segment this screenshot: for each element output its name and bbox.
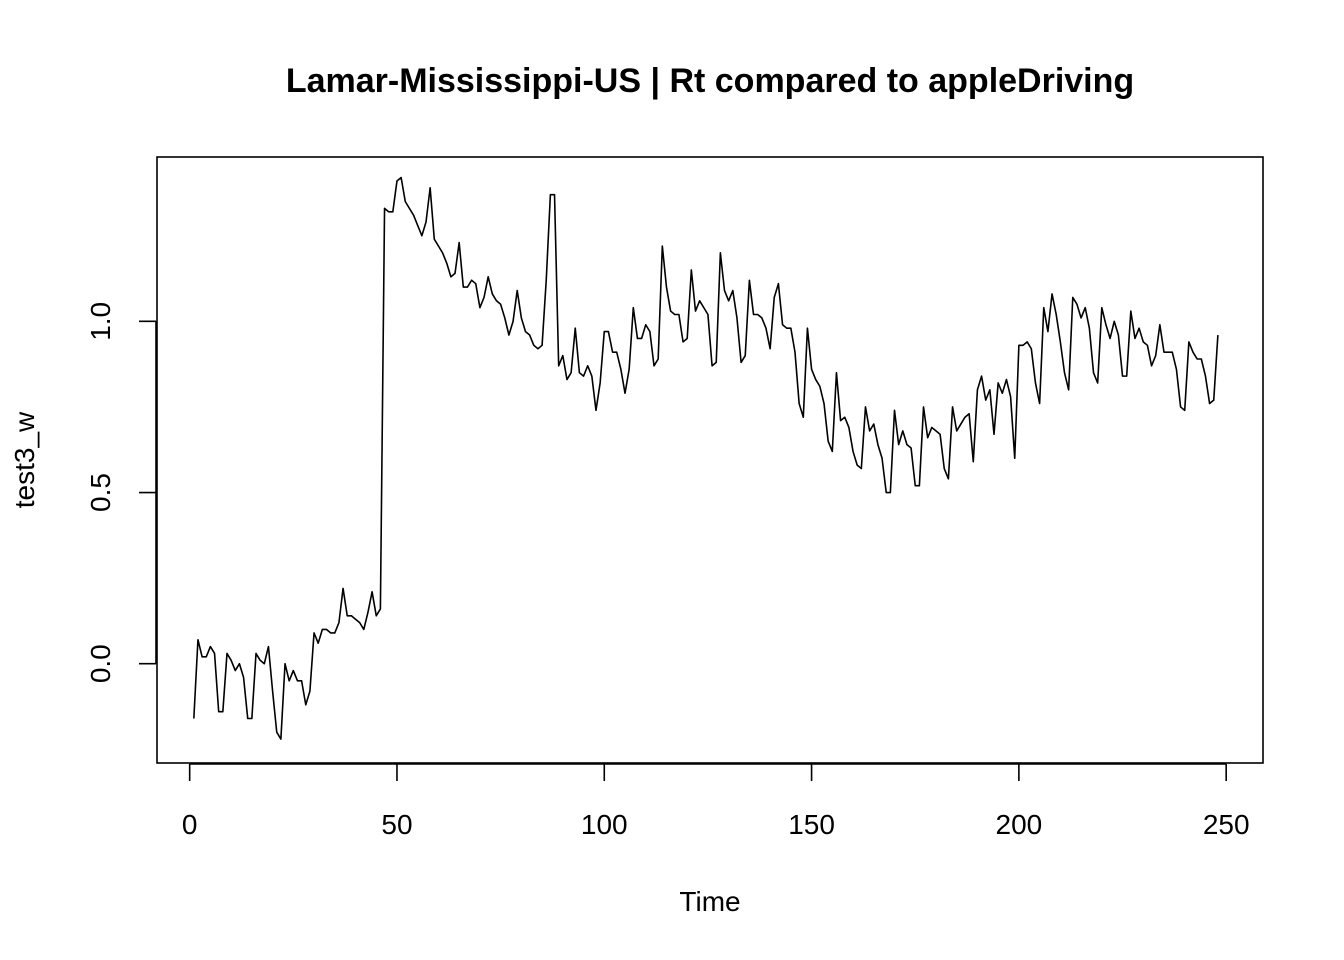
y-axis: 0.0 0.5 1.0 xyxy=(85,302,157,683)
x-tick-label: 250 xyxy=(1203,809,1250,840)
x-tick-label: 50 xyxy=(381,809,412,840)
y-tick-label: 0.5 xyxy=(85,473,116,512)
x-tick-label: 0 xyxy=(182,809,198,840)
x-tick-label: 200 xyxy=(996,809,1043,840)
plot-frame xyxy=(156,156,1264,764)
series-line xyxy=(193,176,1219,740)
x-tick-label: 100 xyxy=(581,809,628,840)
y-tick-label: 1.0 xyxy=(85,302,116,341)
x-axis-label: Time xyxy=(679,886,740,917)
chart-title: Lamar-Mississippi-US | Rt compared to ap… xyxy=(286,62,1134,100)
x-axis: 0 50 100 150 200 250 xyxy=(182,763,1250,840)
y-tick-label: 0.0 xyxy=(85,644,116,683)
x-tick-label: 150 xyxy=(788,809,835,840)
y-axis-label: test3_w xyxy=(9,411,40,508)
